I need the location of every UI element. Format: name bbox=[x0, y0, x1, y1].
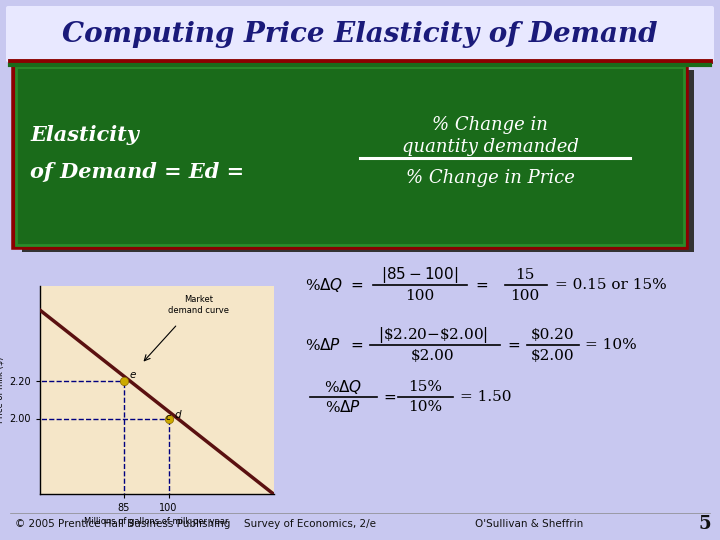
X-axis label: Millions of gallons of milk per year: Millions of gallons of milk per year bbox=[84, 517, 229, 526]
Text: =: = bbox=[351, 278, 364, 293]
Text: 15: 15 bbox=[516, 268, 535, 282]
Text: =: = bbox=[383, 389, 396, 404]
FancyBboxPatch shape bbox=[14, 65, 686, 247]
Text: =: = bbox=[351, 338, 364, 353]
Text: d: d bbox=[175, 409, 181, 420]
Text: $|$\$2.20$-$\$2.00$|$: $|$\$2.20$-$\$2.00$|$ bbox=[378, 325, 488, 345]
Text: \$0.20: \$0.20 bbox=[531, 328, 575, 342]
Text: c: c bbox=[166, 414, 171, 422]
Text: \$2.00: \$2.00 bbox=[411, 349, 455, 363]
Text: 100: 100 bbox=[510, 289, 539, 303]
Text: 15%: 15% bbox=[408, 380, 442, 394]
Text: %$\Delta Q$: %$\Delta Q$ bbox=[324, 378, 362, 396]
Text: = 0.15 or 15%: = 0.15 or 15% bbox=[555, 278, 667, 292]
FancyBboxPatch shape bbox=[22, 70, 694, 252]
Text: Computing Price Elasticity of Demand: Computing Price Elasticity of Demand bbox=[62, 21, 658, 48]
Text: 5: 5 bbox=[698, 515, 711, 533]
Text: %$\Delta Q$: %$\Delta Q$ bbox=[305, 276, 343, 294]
Text: 10%: 10% bbox=[408, 400, 442, 414]
Text: O'Sullivan & Sheffrin: O'Sullivan & Sheffrin bbox=[475, 519, 583, 529]
Y-axis label: Price of milk ($): Price of milk ($) bbox=[0, 357, 5, 423]
Text: Market
demand curve: Market demand curve bbox=[168, 294, 229, 315]
Text: = 1.50: = 1.50 bbox=[460, 390, 511, 404]
FancyBboxPatch shape bbox=[16, 67, 684, 245]
Text: % Change in: % Change in bbox=[432, 116, 548, 134]
FancyBboxPatch shape bbox=[6, 6, 714, 62]
Text: =: = bbox=[475, 278, 487, 293]
Text: = 10%: = 10% bbox=[585, 338, 636, 352]
Text: of Demand = Ed =: of Demand = Ed = bbox=[30, 162, 244, 182]
Text: Survey of Economics, 2/e: Survey of Economics, 2/e bbox=[244, 519, 376, 529]
Text: Elasticity: Elasticity bbox=[30, 125, 139, 145]
Text: quantity demanded: quantity demanded bbox=[402, 138, 578, 156]
Text: % Change in Price: % Change in Price bbox=[405, 169, 575, 187]
Text: \$2.00: \$2.00 bbox=[531, 349, 575, 363]
Text: e: e bbox=[130, 370, 136, 380]
Text: © 2005 Prentice Hall Business Publishing: © 2005 Prentice Hall Business Publishing bbox=[15, 519, 230, 529]
Text: %$\Delta P$: %$\Delta P$ bbox=[325, 399, 361, 415]
Text: 100: 100 bbox=[405, 289, 435, 303]
Text: $|85-100|$: $|85-100|$ bbox=[382, 265, 459, 285]
Text: =: = bbox=[507, 338, 520, 353]
Text: %$\Delta P$: %$\Delta P$ bbox=[305, 337, 341, 353]
